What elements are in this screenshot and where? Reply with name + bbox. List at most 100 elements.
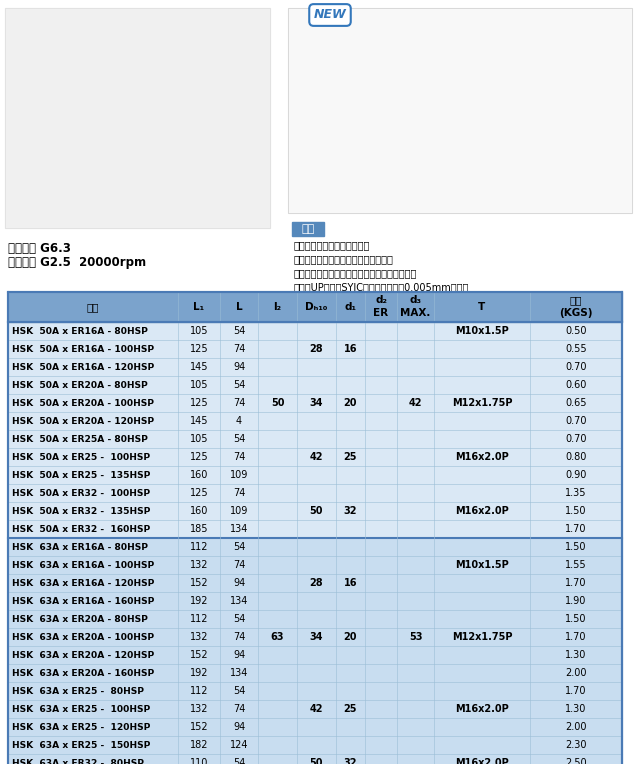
Text: L: L [236, 302, 243, 312]
Text: (KGS): (KGS) [559, 308, 593, 318]
Text: 16: 16 [344, 344, 357, 354]
Text: 94: 94 [233, 362, 245, 372]
Text: 28: 28 [310, 344, 323, 354]
Bar [8, 592, 622, 610]
Text: 32: 32 [344, 758, 357, 764]
Text: 32: 32 [344, 506, 357, 516]
Text: HSK  50A x ER20A - 100HSP: HSK 50A x ER20A - 100HSP [12, 399, 154, 407]
Text: HSK  63A x ER16A - 80HSP: HSK 63A x ER16A - 80HSP [12, 542, 148, 552]
Text: HSK  63A x ER20A - 120HSP: HSK 63A x ER20A - 120HSP [12, 650, 154, 659]
Bar [8, 448, 622, 466]
Text: 125: 125 [189, 344, 208, 354]
Text: 0.55: 0.55 [565, 344, 587, 354]
Text: HSK  50A x ER25A - 80HSP: HSK 50A x ER25A - 80HSP [12, 435, 148, 443]
Text: M16x2.0P: M16x2.0P [455, 452, 509, 462]
Bar [8, 376, 622, 394]
Text: 112: 112 [189, 614, 208, 624]
Text: HSK  63A x ER32 -  80HSP: HSK 63A x ER32 - 80HSP [12, 759, 144, 764]
Text: 1.30: 1.30 [565, 704, 587, 714]
Bar [8, 718, 622, 736]
Text: 182: 182 [189, 740, 208, 750]
Text: 192: 192 [189, 596, 208, 606]
Text: 125: 125 [189, 488, 208, 498]
Bar [8, 358, 622, 376]
Text: 1.55: 1.55 [565, 560, 587, 570]
Text: 192: 192 [189, 668, 208, 678]
Text: 0.70: 0.70 [565, 416, 587, 426]
Text: 0.80: 0.80 [565, 452, 587, 462]
Text: 2.00: 2.00 [565, 722, 587, 732]
Text: M12x1.75P: M12x1.75P [452, 398, 512, 408]
Text: 0.65: 0.65 [565, 398, 587, 408]
Bar [8, 556, 622, 574]
Text: HSK  50A x ER16A - 80HSP: HSK 50A x ER16A - 80HSP [12, 326, 148, 335]
Bar [8, 574, 622, 592]
Text: 110: 110 [190, 758, 208, 764]
Text: L₁: L₁ [193, 302, 205, 312]
Text: 1.70: 1.70 [565, 632, 587, 642]
Bar [8, 340, 622, 358]
Text: 109: 109 [230, 470, 248, 480]
Text: 54: 54 [233, 686, 245, 696]
Text: 25: 25 [344, 704, 357, 714]
Text: 50: 50 [271, 398, 284, 408]
Text: 0.60: 0.60 [565, 380, 587, 390]
Text: ＊鎖緊時，筒夾與本體不會產生摩擦。: ＊鎖緊時，筒夾與本體不會產生摩擦。 [294, 254, 394, 264]
Text: 134: 134 [230, 668, 248, 678]
Text: 105: 105 [189, 434, 208, 444]
Text: ER: ER [373, 308, 388, 318]
Text: 42: 42 [409, 398, 422, 408]
Text: 1.70: 1.70 [565, 524, 587, 534]
Text: HSK  50A x ER32 -  160HSP: HSK 50A x ER32 - 160HSP [12, 525, 150, 533]
Text: M16x2.0P: M16x2.0P [455, 758, 509, 764]
Text: NEW: NEW [314, 8, 346, 21]
Text: 54: 54 [233, 758, 245, 764]
Text: 0.90: 0.90 [565, 470, 587, 480]
Bar [8, 412, 622, 430]
Text: 74: 74 [233, 632, 245, 642]
Text: HSK  63A x ER16A - 160HSP: HSK 63A x ER16A - 160HSP [12, 597, 154, 606]
Text: HSK  50A x ER20A - 80HSP: HSK 50A x ER20A - 80HSP [12, 380, 148, 390]
Text: 94: 94 [233, 650, 245, 660]
Text: Dₕ₁₀: Dₕ₁₀ [305, 302, 328, 312]
Bar [292, 222, 324, 236]
Text: 94: 94 [233, 722, 245, 732]
Bar [5, 8, 270, 228]
Text: HSK  63A x ER20A - 160HSP: HSK 63A x ER20A - 160HSP [12, 668, 154, 678]
Text: 34: 34 [310, 398, 323, 408]
Text: 規格: 規格 [87, 302, 99, 312]
Text: T: T [478, 302, 486, 312]
Text: 20: 20 [344, 632, 357, 642]
Text: HSK  50A x ER16A - 100HSP: HSK 50A x ER16A - 100HSP [12, 345, 154, 354]
Text: 112: 112 [189, 542, 208, 552]
Text: 125: 125 [189, 398, 208, 408]
Bar [8, 394, 622, 412]
Bar [8, 610, 622, 628]
Text: HSK  63A x ER16A - 100HSP: HSK 63A x ER16A - 100HSP [12, 561, 154, 569]
Text: 42: 42 [310, 704, 323, 714]
Text: 54: 54 [233, 380, 245, 390]
Text: HSK  50A x ER32 -  135HSP: HSK 50A x ER32 - 135HSP [12, 507, 150, 516]
Text: 0.70: 0.70 [565, 362, 587, 372]
Text: 74: 74 [233, 704, 245, 714]
Text: M16x2.0P: M16x2.0P [455, 506, 509, 516]
Text: 重量: 重量 [570, 295, 582, 305]
Bar [8, 502, 622, 520]
Text: 74: 74 [233, 452, 245, 462]
Text: 132: 132 [189, 560, 208, 570]
Text: HSK  50A x ER25 -  135HSP: HSK 50A x ER25 - 135HSP [12, 471, 150, 480]
Text: 54: 54 [233, 542, 245, 552]
Text: HSK  50A x ER16A - 120HSP: HSK 50A x ER16A - 120HSP [12, 362, 154, 371]
Bar [5, 8, 270, 228]
Bar [8, 700, 622, 718]
Text: 2.50: 2.50 [565, 758, 587, 764]
Text: 145: 145 [189, 416, 208, 426]
Text: 25: 25 [344, 452, 357, 462]
Bar [8, 520, 622, 538]
Text: 0.70: 0.70 [565, 434, 587, 444]
Bar [8, 682, 622, 700]
Text: HSK  63A x ER25 -  120HSP: HSK 63A x ER25 - 120HSP [12, 723, 150, 731]
Text: ＊當筒夾鎖入螺帽及夾頭時，可自動同心平衡。: ＊當筒夾鎖入螺帽及夾頭時，可自動同心平衡。 [294, 268, 417, 278]
Text: l₂: l₂ [273, 302, 282, 312]
Text: 132: 132 [189, 704, 208, 714]
